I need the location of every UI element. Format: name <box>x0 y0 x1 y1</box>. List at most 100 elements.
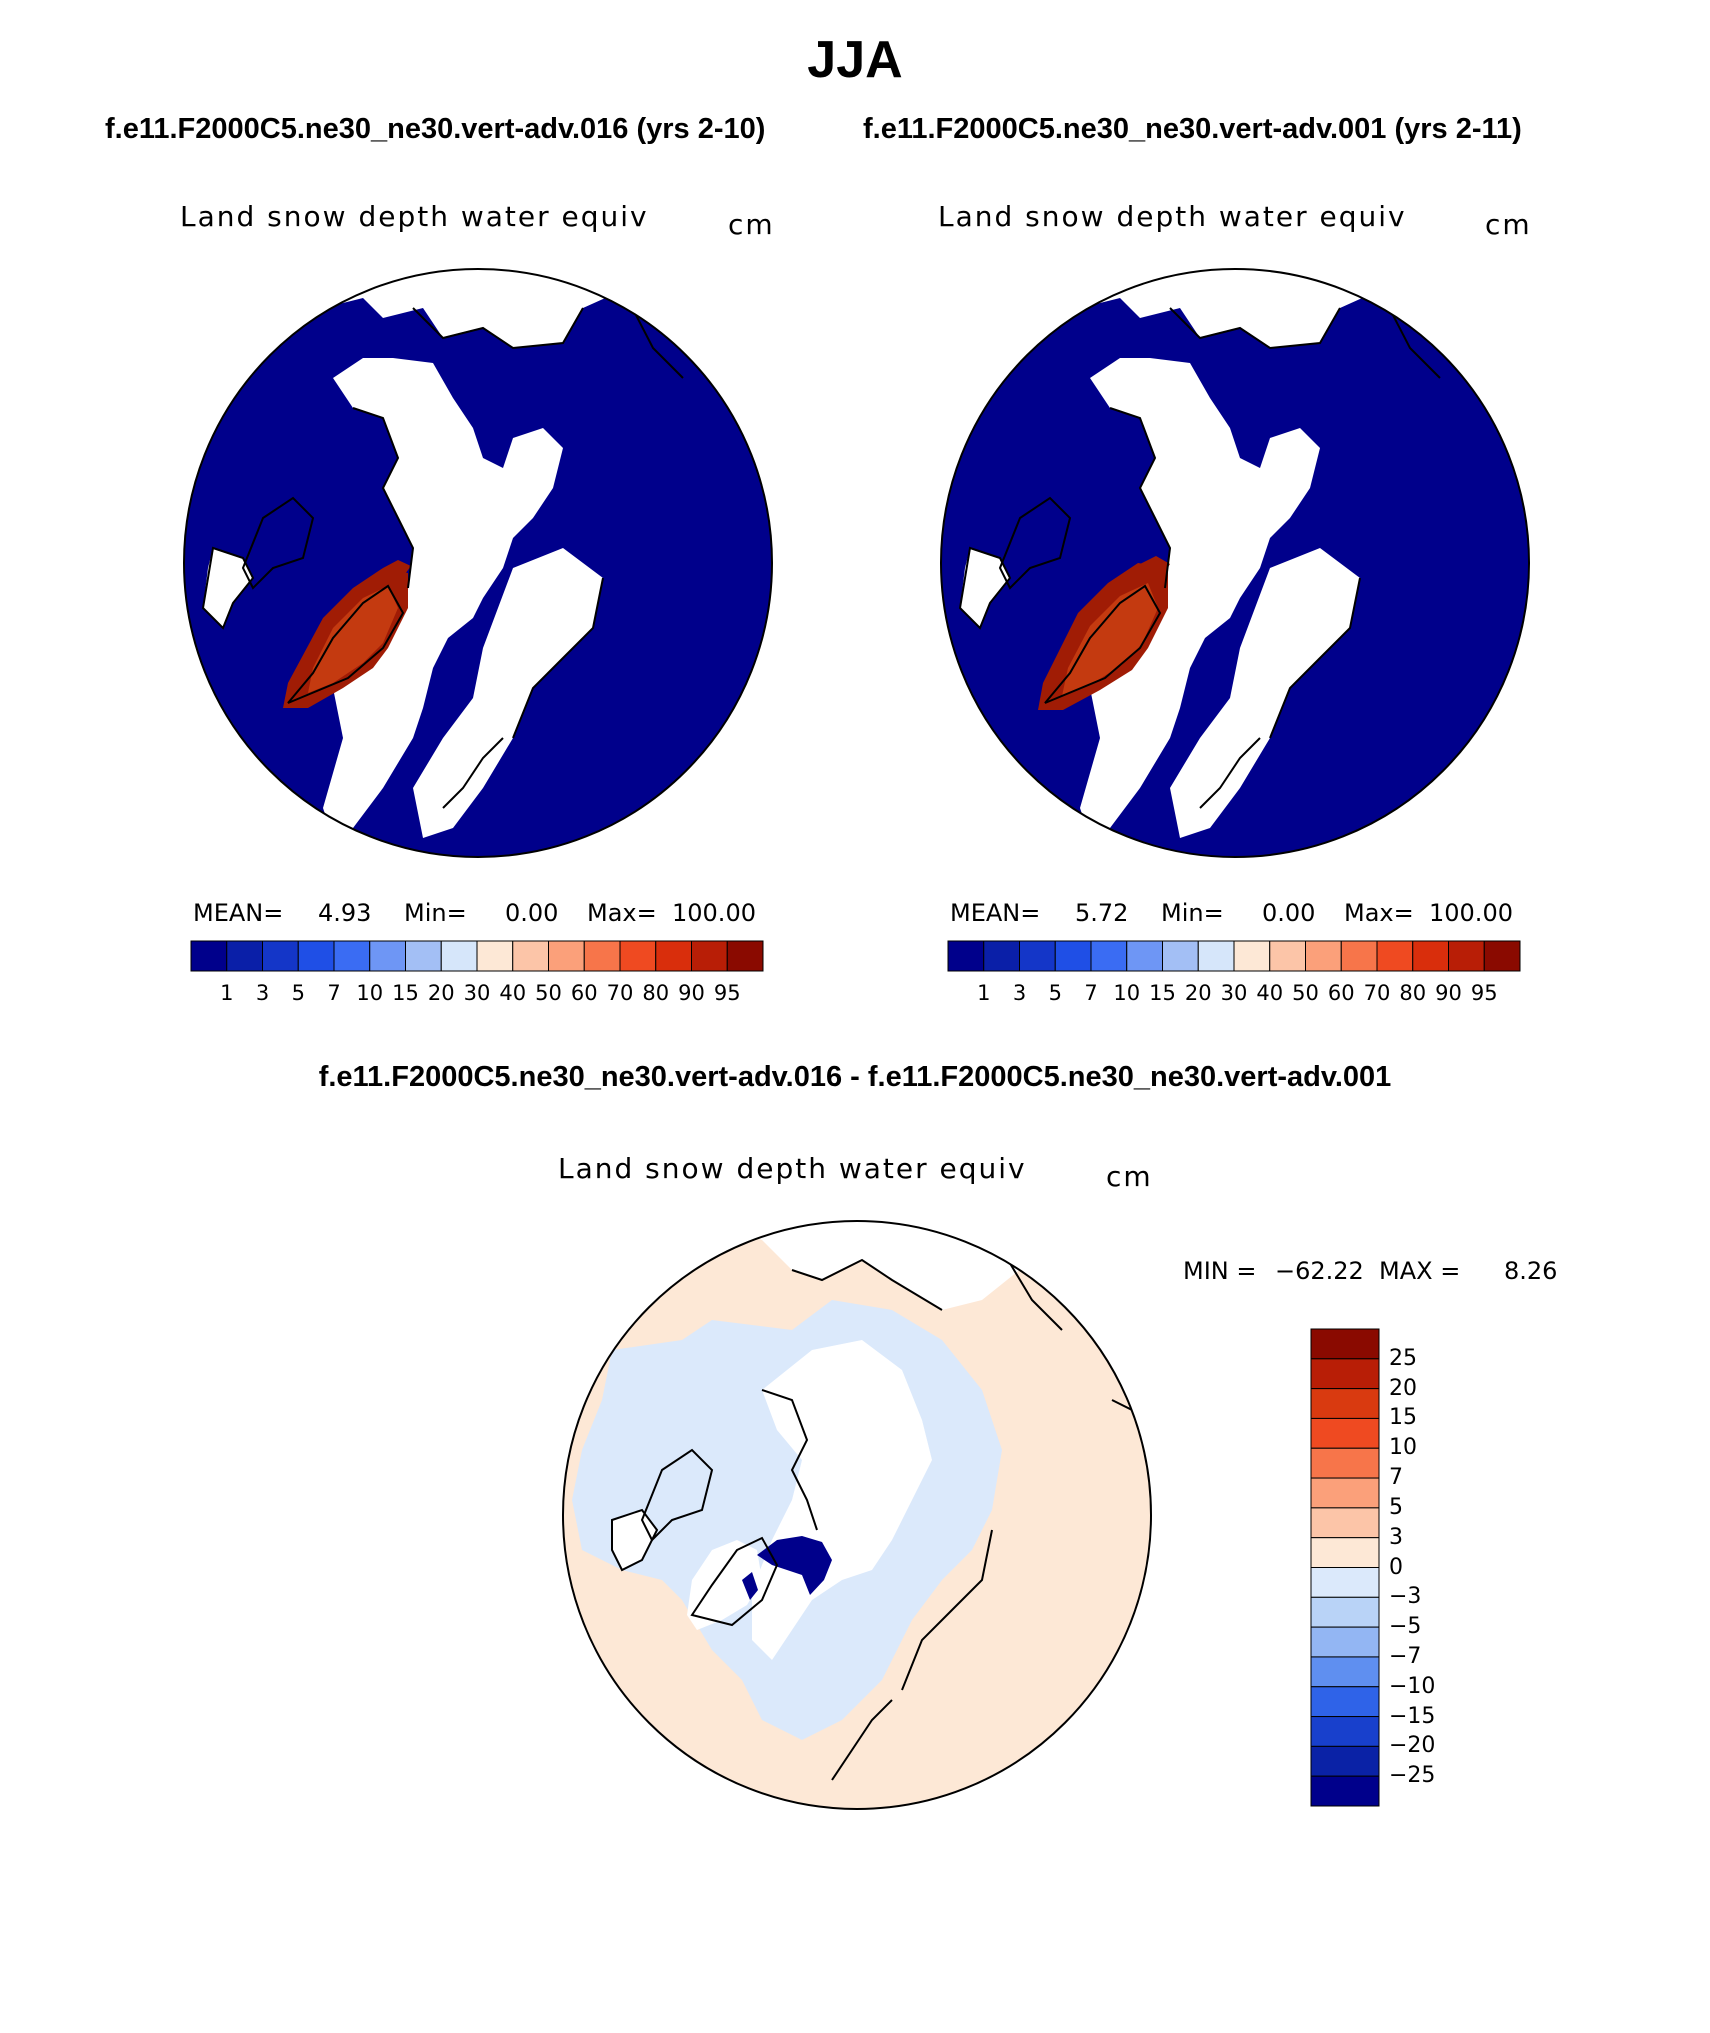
panel-a-greenland-core <box>308 586 398 693</box>
diff-min-label: MIN = <box>1183 1257 1257 1285</box>
diff-title: Land snow depth water equiv <box>558 1152 1027 1185</box>
panel-a-map-boundary <box>183 268 773 858</box>
colorbar-tick-label: 30 <box>463 981 491 1005</box>
diff-min-value: −62.22 <box>1275 1257 1364 1285</box>
panel-a-mean-value: 4.93 <box>318 899 372 927</box>
colorbar-tick-label: 40 <box>499 981 527 1005</box>
colorbar-tick-label: 40 <box>1256 981 1284 1005</box>
panel-b-greenland-core <box>1062 583 1158 696</box>
panel-b-units: cm <box>1485 208 1532 241</box>
colorbar-box <box>983 940 1020 972</box>
panel-a-snow-free-arctic <box>184 269 772 838</box>
colorbar-box <box>1233 940 1271 972</box>
diff-max-label: MAX = <box>1379 1257 1461 1285</box>
diff-zero-greenland <box>687 1540 762 1630</box>
colorbar-tick-label: 70 <box>1363 981 1391 1005</box>
colorbar-box <box>1340 940 1378 972</box>
panel-a-ellesmere-snow <box>383 560 411 574</box>
colorbar-tick-label: 1 <box>220 981 234 1005</box>
colorbar-tick-label: 15 <box>392 981 419 1005</box>
colorbar-tick-label: 20 <box>427 981 455 1005</box>
panel-b-title: Land snow depth water equiv <box>938 200 1407 233</box>
panel-a-colorbar-labels: 1 3 5 7 10 15 20 30 40 50 60 70 80 90 95 <box>0 981 1710 1011</box>
colorbar-box <box>1310 1447 1380 1479</box>
panel-b-snow-free-arctic <box>941 269 1529 838</box>
panel-b-snow-free-siberia <box>1170 548 1360 838</box>
colorbar-tick-label: 0 <box>1389 1554 1403 1580</box>
colorbar-box <box>1310 1477 1380 1509</box>
colorbar-tick-label: 10 <box>356 981 384 1005</box>
colorbar-tick-label: 15 <box>1389 1405 1417 1431</box>
colorbar-tick-label: −10 <box>1389 1673 1436 1699</box>
diff-colorbar-labels: 25 20 15 10 7 5 3 0 −3 −5 −7 −10 −15 −20 −25 <box>1389 0 1509 2033</box>
diff-map-boundary <box>562 1220 1152 1810</box>
diff-max-value: 8.26 <box>1504 1257 1558 1285</box>
colorbar-box <box>1310 1537 1380 1568</box>
season-title: JJA <box>807 31 903 89</box>
colorbar-box <box>1310 1656 1380 1688</box>
colorbar-box <box>1126 940 1163 972</box>
colorbar-tick-label: 90 <box>678 981 705 1005</box>
colorbar-box <box>1310 1567 1380 1598</box>
diff-colorbar <box>1310 1328 1380 1807</box>
case-b-header: f.e11.F2000C5.ne30_ne30.vert-adv.001 (yr… <box>863 113 1522 145</box>
panel-b-ellesmere-snow <box>1140 556 1170 574</box>
colorbar-box <box>1483 940 1521 972</box>
colorbar-box <box>548 940 585 972</box>
colorbar-box <box>1448 940 1485 972</box>
colorbar-box <box>1310 1745 1380 1777</box>
colorbar-box <box>1310 1596 1380 1628</box>
diff-units: cm <box>1106 1160 1153 1193</box>
colorbar-box <box>1310 1775 1380 1807</box>
colorbar-tick-label: −25 <box>1389 1763 1436 1789</box>
panel-b-colorbar <box>947 940 1521 972</box>
colorbar-tick-label: 50 <box>1292 981 1319 1005</box>
colorbar-tick-label: −15 <box>1389 1703 1436 1729</box>
colorbar-box <box>405 940 442 972</box>
colorbar-box <box>476 940 514 972</box>
colorbar-box <box>226 940 263 972</box>
colorbar-box <box>297 940 335 972</box>
panel-a-min-label: Min= <box>404 899 467 927</box>
colorbar-box <box>262 940 299 972</box>
panel-a-snow-free-siberia <box>413 548 603 838</box>
diff-greenland-decrease <box>757 1536 832 1595</box>
colorbar-box <box>1412 940 1449 972</box>
colorbar-box <box>369 940 406 972</box>
colorbar-box <box>1310 1507 1380 1539</box>
colorbar-tick-label: 7 <box>1389 1465 1403 1491</box>
colorbar-box <box>1310 1328 1380 1360</box>
colorbar-tick-label: 7 <box>1084 981 1098 1005</box>
panel-b-mean-value: 5.72 <box>1075 899 1129 927</box>
colorbar-tick-label: 50 <box>535 981 562 1005</box>
colorbar-box <box>1376 940 1414 972</box>
colorbar-tick-label: 20 <box>1389 1375 1417 1401</box>
panel-b-mean-label: MEAN= <box>950 899 1041 927</box>
colorbar-tick-label: 80 <box>642 981 670 1005</box>
panel-b-min-value: 0.00 <box>1262 899 1316 927</box>
colorbar-tick-label: 60 <box>1327 981 1355 1005</box>
panel-a-max-label: Max= <box>587 899 657 927</box>
colorbar-tick-label: 70 <box>606 981 634 1005</box>
colorbar-tick-label: 5 <box>1048 981 1062 1005</box>
colorbar-tick-label: 3 <box>255 981 270 1005</box>
colorbar-tick-label: 80 <box>1399 981 1427 1005</box>
diff-greenland-west-decrease <box>742 1572 758 1600</box>
colorbar-box <box>1310 1358 1380 1390</box>
colorbar-box <box>1305 940 1342 972</box>
colorbar-tick-label: 1 <box>977 981 991 1005</box>
diff-header: f.e11.F2000C5.ne30_ne30.vert-adv.016 - f… <box>318 1061 1392 1093</box>
colorbar-box <box>190 940 228 972</box>
colorbar-box <box>583 940 621 972</box>
colorbar-box <box>947 940 985 972</box>
panel-a-snow-free-canada <box>203 548 253 628</box>
colorbar-tick-label: 5 <box>1389 1494 1403 1520</box>
panel-a-min-value: 0.00 <box>505 899 559 927</box>
colorbar-tick-label: −20 <box>1389 1733 1436 1759</box>
colorbar-tick-label: 3 <box>1012 981 1027 1005</box>
panel-b-map <box>940 268 1530 858</box>
colorbar-tick-label: −7 <box>1389 1643 1422 1669</box>
colorbar-tick-label: 15 <box>1149 981 1176 1005</box>
colorbar-tick-label: 5 <box>291 981 305 1005</box>
panel-a-mean-label: MEAN= <box>193 899 284 927</box>
